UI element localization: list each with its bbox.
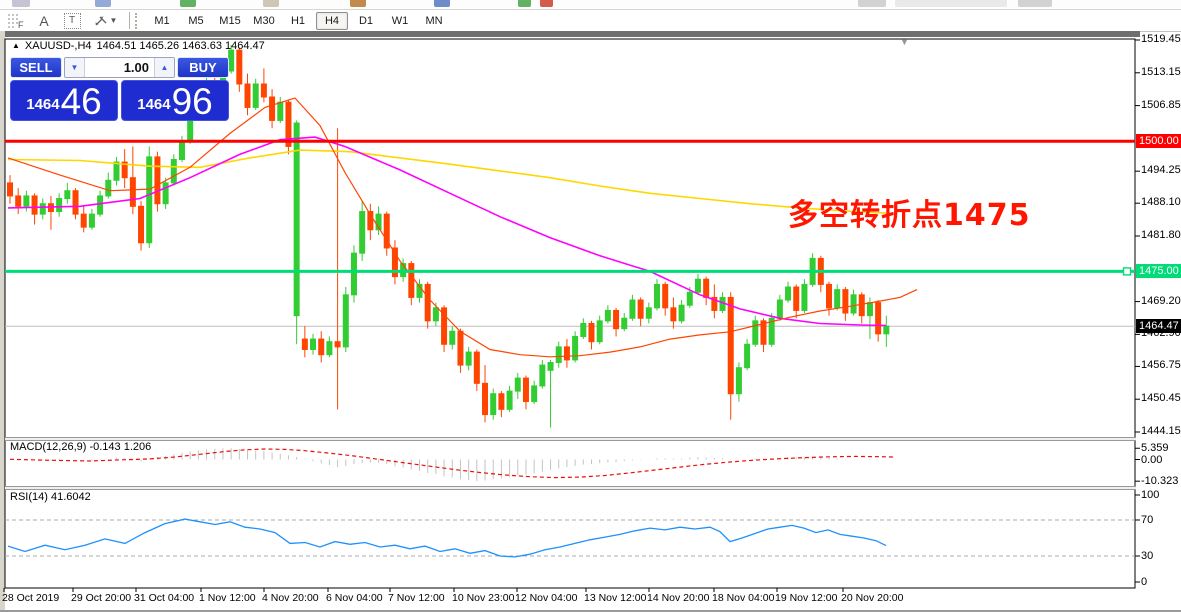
buy-price-big: 96 [171, 81, 213, 122]
sell-price-small: 1464 [26, 96, 60, 113]
clipped-icon [12, 0, 30, 7]
indicator-axis-label: 70 [1141, 514, 1154, 526]
time-axis-label: 12 Nov 04:00 [515, 592, 578, 604]
hline-drag-handle[interactable] [1122, 267, 1132, 276]
chart-grid-tool-icon[interactable]: F [4, 11, 28, 30]
clipped-icon [263, 0, 279, 7]
chart-window-top-edge [0, 31, 1140, 37]
clipped-icon [540, 0, 553, 7]
time-axis-label: 10 Nov 23:00 [452, 592, 515, 604]
rsi-indicator-label: RSI(14) 41.6042 [10, 491, 91, 503]
svg-text:F: F [18, 20, 24, 29]
timeframe-button-h4[interactable]: H4 [316, 12, 348, 30]
price-axis-label: 1462.90 [1141, 327, 1181, 340]
indicator-axis-label: 30 [1141, 550, 1154, 562]
timeframe-button-m1[interactable]: M1 [154, 15, 170, 27]
price-axis-label: 1464.47 [1136, 319, 1181, 334]
window-left-edge [0, 31, 5, 612]
chart-title: ▲ XAUUSD-,H4 1464.51 1465.26 1463.63 146… [12, 40, 265, 52]
time-axis-label: 18 Nov 04:00 [712, 592, 775, 604]
time-axis-label: 31 Oct 04:00 [134, 592, 195, 604]
time-axis-label: 28 Oct 2019 [2, 592, 60, 604]
clipped-icon [180, 0, 196, 7]
time-axis-label: 19 Nov 12:00 [775, 592, 838, 604]
panel-separator-macd[interactable] [5, 437, 1136, 441]
price-axis-label: 1494.25 [1141, 164, 1181, 177]
timeframe-button-w1[interactable]: W1 [391, 15, 409, 27]
price-axis-label: 1469.20 [1141, 294, 1181, 307]
timeframe-button-h1[interactable]: H1 [290, 15, 306, 27]
macd-indicator-label: MACD(12,26,9) -0.143 1.206 [10, 441, 152, 453]
price-axis-label: 1450.45 [1141, 392, 1181, 405]
sell-button[interactable]: SELL [10, 57, 62, 78]
price-axis-label: 1456.75 [1141, 359, 1181, 372]
chart-ohlc-readout: 1464.51 1465.26 1463.63 1464.47 [96, 40, 265, 52]
time-axis-label: 29 Oct 20:00 [71, 592, 132, 604]
volume-box: ▼ 1.00 ▲ [64, 57, 175, 78]
chart-text-annotation: 多空转折点1475 [788, 198, 1031, 233]
clipped-icon [1018, 0, 1052, 7]
price-axis-label: 1500.00 [1136, 134, 1181, 149]
price-axis-label: 1481.80 [1141, 228, 1181, 241]
price-axis-label: 1444.15 [1141, 424, 1181, 437]
object-arrows-tool-icon[interactable]: ▼ [88, 11, 122, 30]
time-axis-label: 6 Nov 04:00 [326, 592, 383, 604]
clipped-icon [895, 0, 1007, 7]
sell-price-panel[interactable]: 1464 46 [10, 80, 118, 121]
text-tool-icon[interactable]: T [60, 11, 84, 30]
indicator-axis-label: 0 [1141, 576, 1148, 588]
indicator-axis-label: 0.00 [1141, 453, 1163, 466]
volume-down-icon[interactable]: ▼ [65, 58, 85, 77]
one-click-trade-panel: SELL ▼ 1.00 ▲ BUY 1464 46 1464 96 [10, 57, 229, 121]
sell-price-big: 46 [60, 81, 102, 122]
window-bottom-edge [0, 610, 1181, 612]
buy-button[interactable]: BUY [177, 57, 229, 78]
price-axis-label: 1488.10 [1141, 196, 1181, 209]
chart-collapse-icon[interactable]: ▲ [12, 41, 20, 50]
clipped-icon [350, 0, 366, 7]
scroll-anchor-icon[interactable]: ▼ [900, 37, 909, 47]
timeframe-button-m5[interactable]: M5 [188, 15, 204, 27]
indicator-axis-label: -10.323 [1141, 475, 1179, 488]
time-axis-label: 7 Nov 12:00 [388, 592, 445, 604]
buy-price-panel[interactable]: 1464 96 [121, 80, 229, 121]
clipped-icon [858, 0, 886, 7]
time-axis-label: 14 Nov 20:00 [647, 592, 710, 604]
toolbar-grip[interactable] [135, 12, 141, 29]
clipped-icon [518, 0, 531, 7]
timeframe-button-mn[interactable]: MN [425, 15, 443, 27]
timeframe-button-d1[interactable]: D1 [358, 15, 374, 27]
cursor-tool-icon[interactable]: A [39, 12, 49, 29]
buy-price-small: 1464 [137, 96, 171, 113]
price-axis-label: 1475.00 [1136, 264, 1181, 279]
volume-input[interactable]: 1.00 [123, 60, 149, 75]
toolbar-separator [129, 12, 130, 29]
panel-separator-rsi[interactable] [5, 486, 1136, 490]
clipped-icon [434, 0, 450, 7]
indicator-axis-label: 5.359 [1141, 442, 1169, 455]
indicator-axis-label: 100 [1141, 489, 1160, 501]
price-axis-label: 1506.85 [1141, 98, 1181, 111]
volume-up-icon[interactable]: ▲ [154, 58, 174, 77]
time-axis-label: 4 Nov 20:00 [262, 592, 319, 604]
price-axis-label: 1519.45 [1141, 33, 1181, 45]
timeframe-buttons: M1 M5 M15 M30 H1 H4 D1 W1 MN [145, 11, 451, 30]
time-axis-label: 20 Nov 20:00 [841, 592, 904, 604]
clipped-toolbar-row [0, 0, 1181, 10]
chart-symbol-period: XAUUSD-,H4 [24, 40, 92, 52]
time-axis-label: 13 Nov 12:00 [584, 592, 647, 604]
timeframe-button-m15[interactable]: M15 [219, 15, 241, 27]
time-axis-label: 1 Nov 12:00 [199, 592, 256, 604]
clipped-icon [95, 0, 111, 7]
price-axis-label: 1513.15 [1141, 65, 1181, 78]
timeframe-button-m30[interactable]: M30 [253, 15, 275, 27]
